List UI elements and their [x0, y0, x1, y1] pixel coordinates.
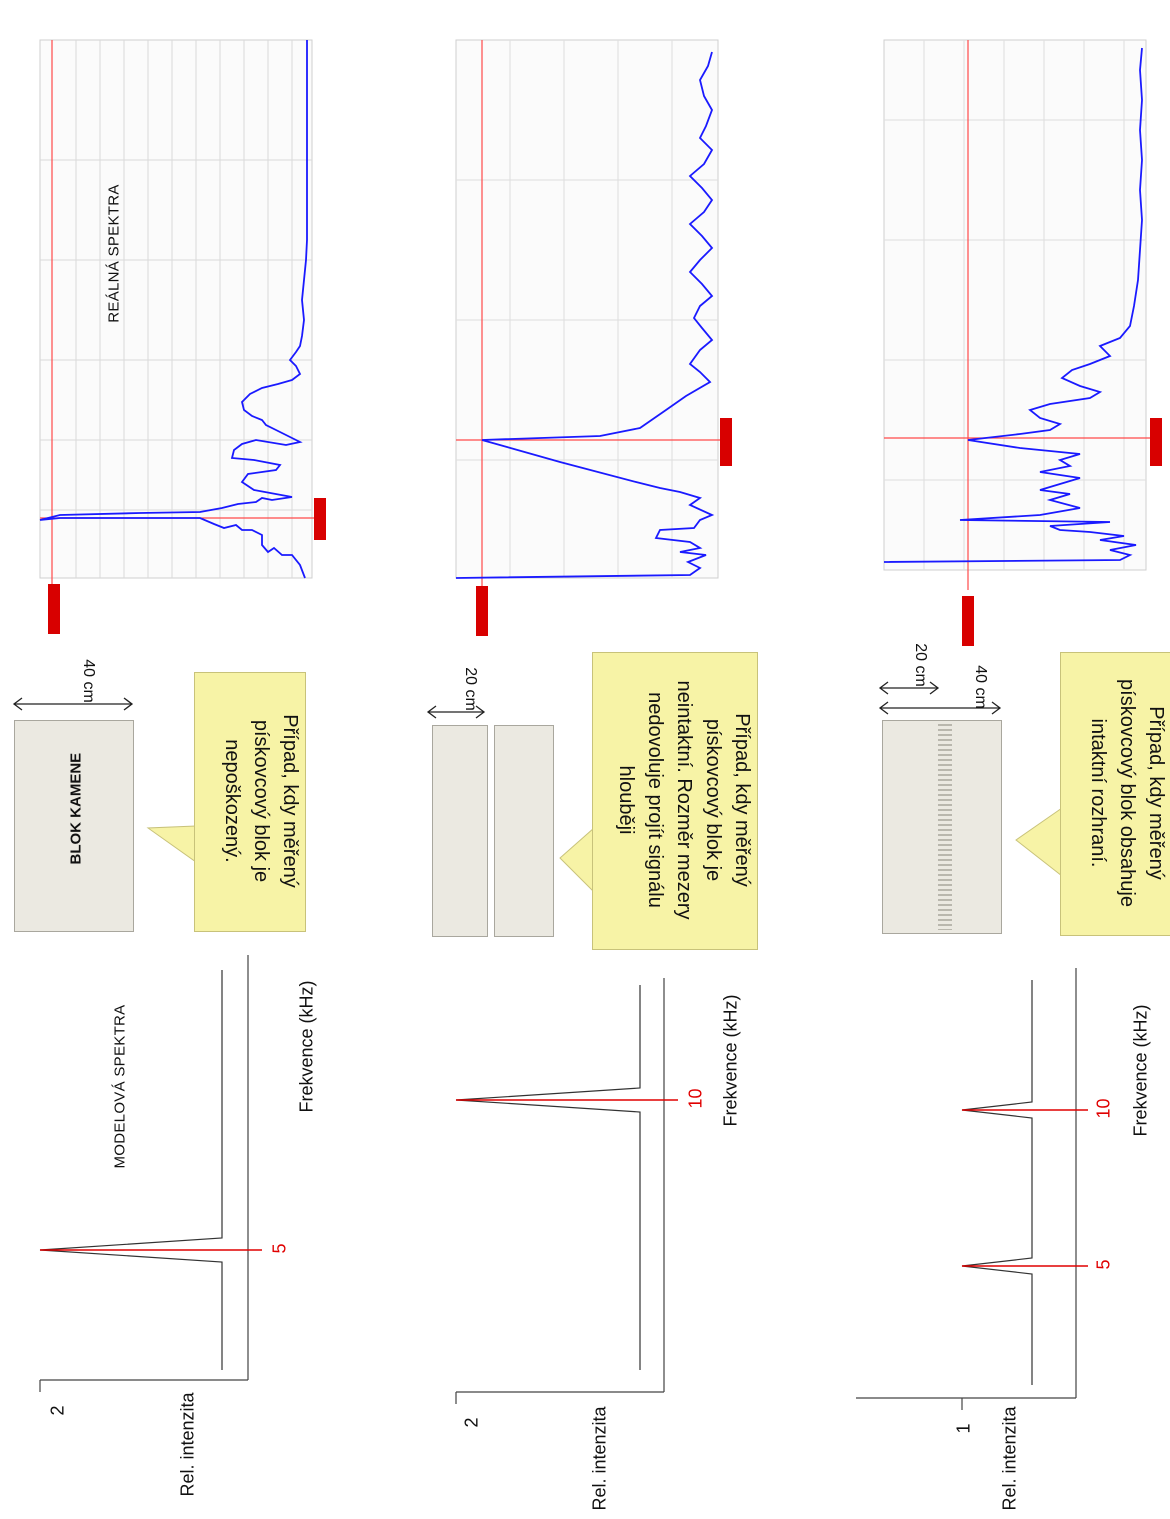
- callout-2-tail: [559, 826, 595, 894]
- real-3-thumb-left: [962, 596, 974, 646]
- callout-2: [592, 652, 758, 950]
- real-1-thumb-left: [48, 584, 60, 634]
- row-3-peak-label-b: 10: [1093, 1098, 1114, 1119]
- block-3-arrow-20: [878, 681, 940, 695]
- model-spectrum-2: [455, 978, 678, 1404]
- real-spectrum-3: [883, 39, 1162, 646]
- real-1-grid: [40, 40, 312, 578]
- stone-block-1: [14, 720, 134, 932]
- row-3-ytick: 1: [953, 1423, 974, 1434]
- model-spectrum-1: [39, 955, 262, 1392]
- stone-block-2-outer: [432, 725, 488, 937]
- real-3-grid: [884, 40, 1146, 570]
- stone-block-2-inner: [494, 725, 554, 937]
- row-1-ytick: 2: [47, 1405, 68, 1416]
- callout-1: [194, 672, 306, 932]
- callout-2-text: Případ, kdy měřený pískovcový blok je ne…: [615, 680, 753, 920]
- row-1-y-axis-label: Rel. intenzita: [177, 1392, 198, 1497]
- block-2-arrow: [426, 705, 486, 719]
- block-3-interface: [938, 724, 952, 930]
- real-2-plot-area: [455, 39, 719, 579]
- row-1-x-axis-label: Frekvence (kHz): [296, 980, 317, 1113]
- real-2-grid: [456, 40, 718, 578]
- block-1-size-label: 40 cm: [80, 659, 97, 703]
- real-spectrum-2: [455, 39, 732, 636]
- block-2-size-label: 20 cm: [462, 667, 479, 711]
- real-spectra-label: REÁLNÁ SPEKTRA: [105, 184, 123, 323]
- real-3-trace: [883, 47, 1143, 563]
- row-1-peak-label: 5: [269, 1243, 290, 1254]
- real-1-trace: [39, 40, 308, 579]
- real-1-plot-area: [39, 39, 313, 579]
- model-3-trace: [961, 980, 1033, 1385]
- row-3-x-axis-label: Frekvence (kHz): [1130, 1004, 1151, 1137]
- row-3-peak-label-a: 5: [1093, 1259, 1114, 1270]
- model-spectra-label: MODELOVÁ SPEKTRA: [111, 1004, 129, 1169]
- model-1-trace: [39, 970, 223, 1370]
- row-2-x-axis-label: Frekvence (kHz): [720, 994, 741, 1127]
- block-3-size-label-b: 40 cm: [972, 665, 989, 709]
- model-2-trace: [455, 985, 641, 1370]
- real-spectrum-1: [39, 39, 326, 634]
- callout-3: [1060, 652, 1170, 936]
- block-1-arrow: [12, 697, 134, 711]
- callout-3-tail: [1015, 807, 1063, 878]
- real-3-thumb-bottom: [1150, 418, 1162, 466]
- real-1-thumb-bottom: [314, 498, 326, 540]
- callout-1-tail: [146, 825, 197, 863]
- model-spectrum-3: [856, 968, 1088, 1410]
- block-1-label: BLOK KAMENE: [67, 752, 85, 865]
- block-3-size-label-a: 20 cm: [912, 643, 929, 687]
- block-3-arrow-40: [878, 701, 1002, 715]
- row-2-ytick: 2: [461, 1417, 482, 1428]
- real-2-thumb-bottom: [720, 418, 732, 466]
- callout-3-text: Případ, kdy měřený pískovcový blok obsah…: [1087, 679, 1167, 907]
- callout-1-text: Případ, kdy měřený pískovcový blok je ne…: [221, 714, 301, 888]
- real-3-plot-area: [883, 39, 1147, 571]
- real-2-trace: [455, 51, 715, 579]
- real-2-thumb-left: [476, 586, 488, 636]
- row-2-peak-label: 10: [685, 1088, 706, 1109]
